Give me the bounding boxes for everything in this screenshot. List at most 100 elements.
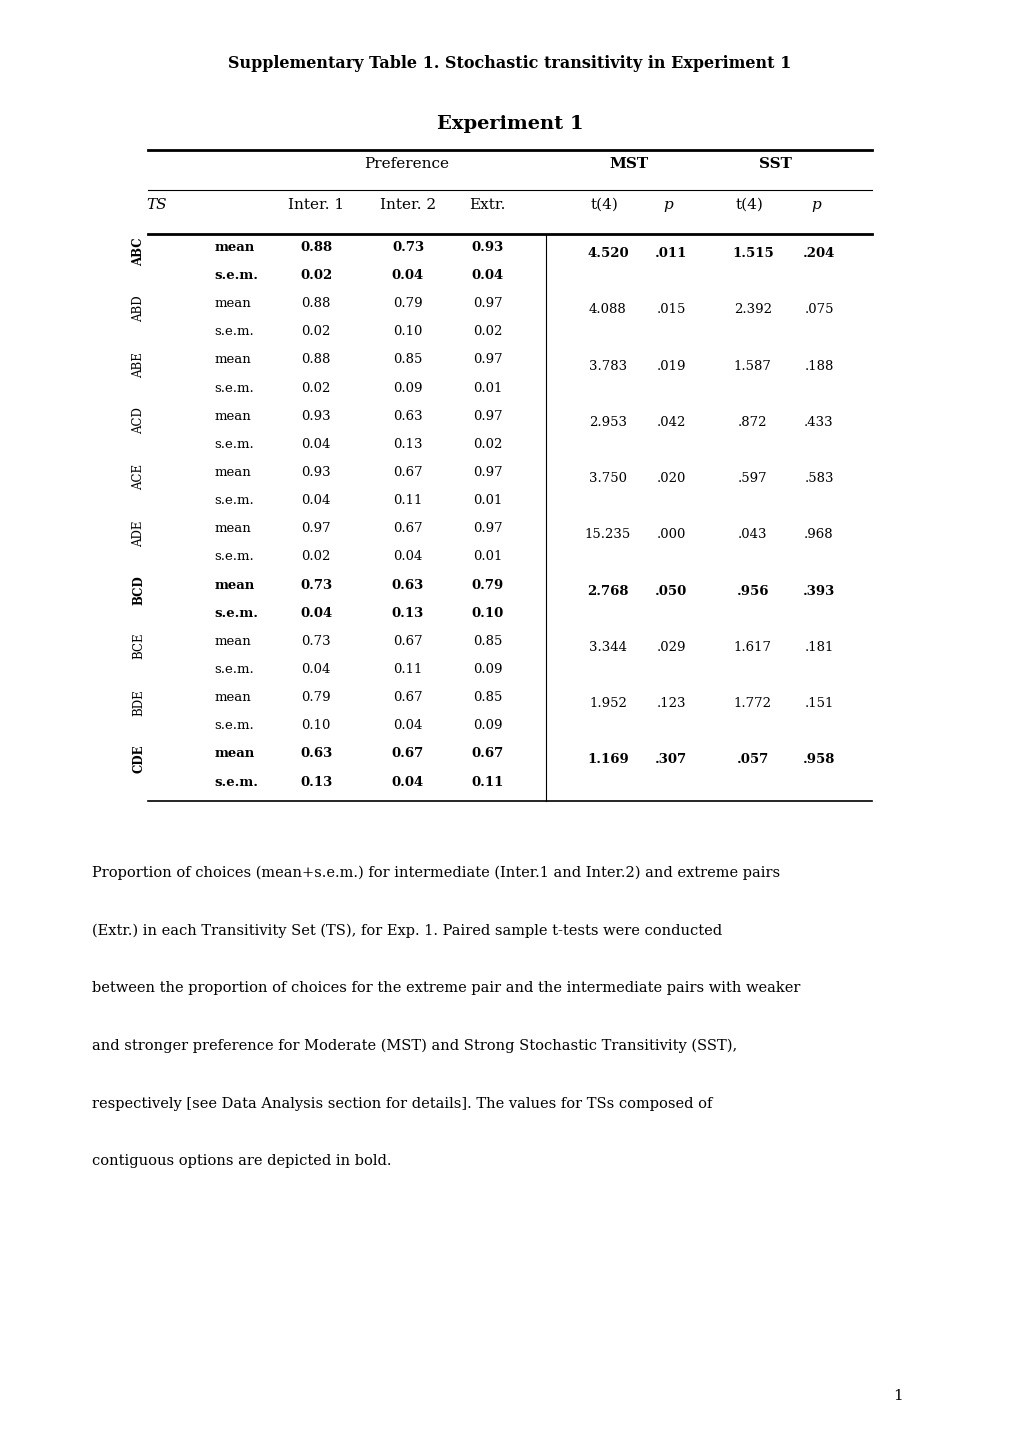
Text: s.e.m.: s.e.m. [214,775,258,788]
Text: 0.85: 0.85 [473,691,501,704]
Text: 2.392: 2.392 [733,303,771,316]
Text: 0.04: 0.04 [391,775,424,788]
Text: 0.10: 0.10 [393,325,422,338]
Text: 0.11: 0.11 [471,775,503,788]
Text: 1.772: 1.772 [733,697,771,710]
Text: mean: mean [214,297,251,310]
Text: 0.73: 0.73 [300,579,332,592]
Text: and stronger preference for Moderate (MST) and Strong Stochastic Transitivity (S: and stronger preference for Moderate (MS… [92,1039,737,1053]
Text: .042: .042 [656,416,685,429]
Text: s.e.m.: s.e.m. [214,325,254,338]
Text: 3.344: 3.344 [588,641,627,654]
Text: .433: .433 [803,416,834,429]
Text: 0.04: 0.04 [302,494,330,506]
Text: .029: .029 [656,641,685,654]
Text: 0.10: 0.10 [471,606,503,619]
Text: 3.783: 3.783 [588,359,627,372]
Text: 0.04: 0.04 [471,268,503,281]
Text: 0.88: 0.88 [302,354,330,367]
Text: 0.01: 0.01 [473,494,501,506]
Text: .204: .204 [802,247,835,260]
Text: 0.67: 0.67 [392,691,423,704]
Text: 0.63: 0.63 [300,747,332,760]
Text: .597: .597 [737,472,767,485]
Text: 0.97: 0.97 [472,410,502,423]
Text: ABE: ABE [132,352,145,378]
Text: 0.67: 0.67 [392,466,423,479]
Text: .181: .181 [804,641,833,654]
Text: 0.97: 0.97 [472,522,502,535]
Text: 0.97: 0.97 [472,466,502,479]
Text: 0.09: 0.09 [473,719,501,732]
Text: .020: .020 [656,472,685,485]
Text: 1.617: 1.617 [733,641,771,654]
Text: mean: mean [214,635,251,648]
Text: mean: mean [214,579,254,592]
Text: 0.63: 0.63 [392,410,423,423]
Text: 0.13: 0.13 [391,606,424,619]
Text: respectively [see Data Analysis section for details]. The values for TSs compose: respectively [see Data Analysis section … [92,1097,711,1111]
Text: .050: .050 [654,584,687,597]
Text: 0.67: 0.67 [392,522,423,535]
Text: .015: .015 [656,303,685,316]
Text: s.e.m.: s.e.m. [214,719,254,732]
Text: 0.97: 0.97 [472,297,502,310]
Text: 0.67: 0.67 [471,747,503,760]
Text: s.e.m.: s.e.m. [214,437,254,450]
Text: Preference: Preference [364,157,449,172]
Text: .151: .151 [804,697,833,710]
Text: .188: .188 [804,359,833,372]
Text: 0.04: 0.04 [391,268,424,281]
Text: (Extr.) in each Transitivity Set (TS), for Exp. 1. Paired sample t-tests were co: (Extr.) in each Transitivity Set (TS), f… [92,924,721,938]
Text: 0.63: 0.63 [391,579,424,592]
Text: 0.97: 0.97 [472,354,502,367]
Text: 0.11: 0.11 [393,662,422,675]
Text: MST: MST [609,157,648,172]
Text: mean: mean [214,522,251,535]
Text: 0.67: 0.67 [391,747,424,760]
Text: 0.85: 0.85 [393,354,422,367]
Text: 0.01: 0.01 [473,550,501,563]
Text: 0.79: 0.79 [471,579,503,592]
Text: 1: 1 [892,1388,902,1403]
Text: 0.02: 0.02 [300,268,332,281]
Text: ABD: ABD [132,294,145,322]
Text: 0.02: 0.02 [302,381,330,394]
Text: .011: .011 [654,247,687,260]
Text: mean: mean [214,691,251,704]
Text: .057: .057 [736,753,768,766]
Text: s.e.m.: s.e.m. [214,606,258,619]
Text: Experiment 1: Experiment 1 [436,115,583,133]
Text: .583: .583 [804,472,833,485]
Text: 0.88: 0.88 [302,297,330,310]
Text: BCD: BCD [132,574,145,605]
Text: 0.93: 0.93 [471,241,503,254]
Text: between the proportion of choices for the extreme pair and the intermediate pair: between the proportion of choices for th… [92,981,799,996]
Text: Extr.: Extr. [469,198,505,212]
Text: 0.13: 0.13 [300,775,332,788]
Text: TS: TS [146,198,166,212]
Text: mean: mean [214,410,251,423]
Text: p: p [810,198,820,212]
Text: .075: .075 [804,303,833,316]
Text: t(4): t(4) [590,198,619,212]
Text: 0.97: 0.97 [301,522,331,535]
Text: 0.02: 0.02 [473,437,501,450]
Text: mean: mean [214,354,251,367]
Text: 0.09: 0.09 [473,662,501,675]
Text: contiguous options are depicted in bold.: contiguous options are depicted in bold. [92,1154,391,1169]
Text: Proportion of choices (mean+s.e.m.) for intermediate (Inter.1 and Inter.2) and e: Proportion of choices (mean+s.e.m.) for … [92,866,780,880]
Text: 0.09: 0.09 [393,381,422,394]
Text: .000: .000 [656,528,685,541]
Text: s.e.m.: s.e.m. [214,494,254,506]
Text: 2.953: 2.953 [588,416,627,429]
Text: .956: .956 [736,584,768,597]
Text: s.e.m.: s.e.m. [214,381,254,394]
Text: ACD: ACD [132,407,145,434]
Text: BCE: BCE [132,632,145,659]
Text: 0.93: 0.93 [301,410,331,423]
Text: 0.88: 0.88 [300,241,332,254]
Text: .307: .307 [654,753,687,766]
Text: 0.02: 0.02 [473,325,501,338]
Text: 0.04: 0.04 [393,719,422,732]
